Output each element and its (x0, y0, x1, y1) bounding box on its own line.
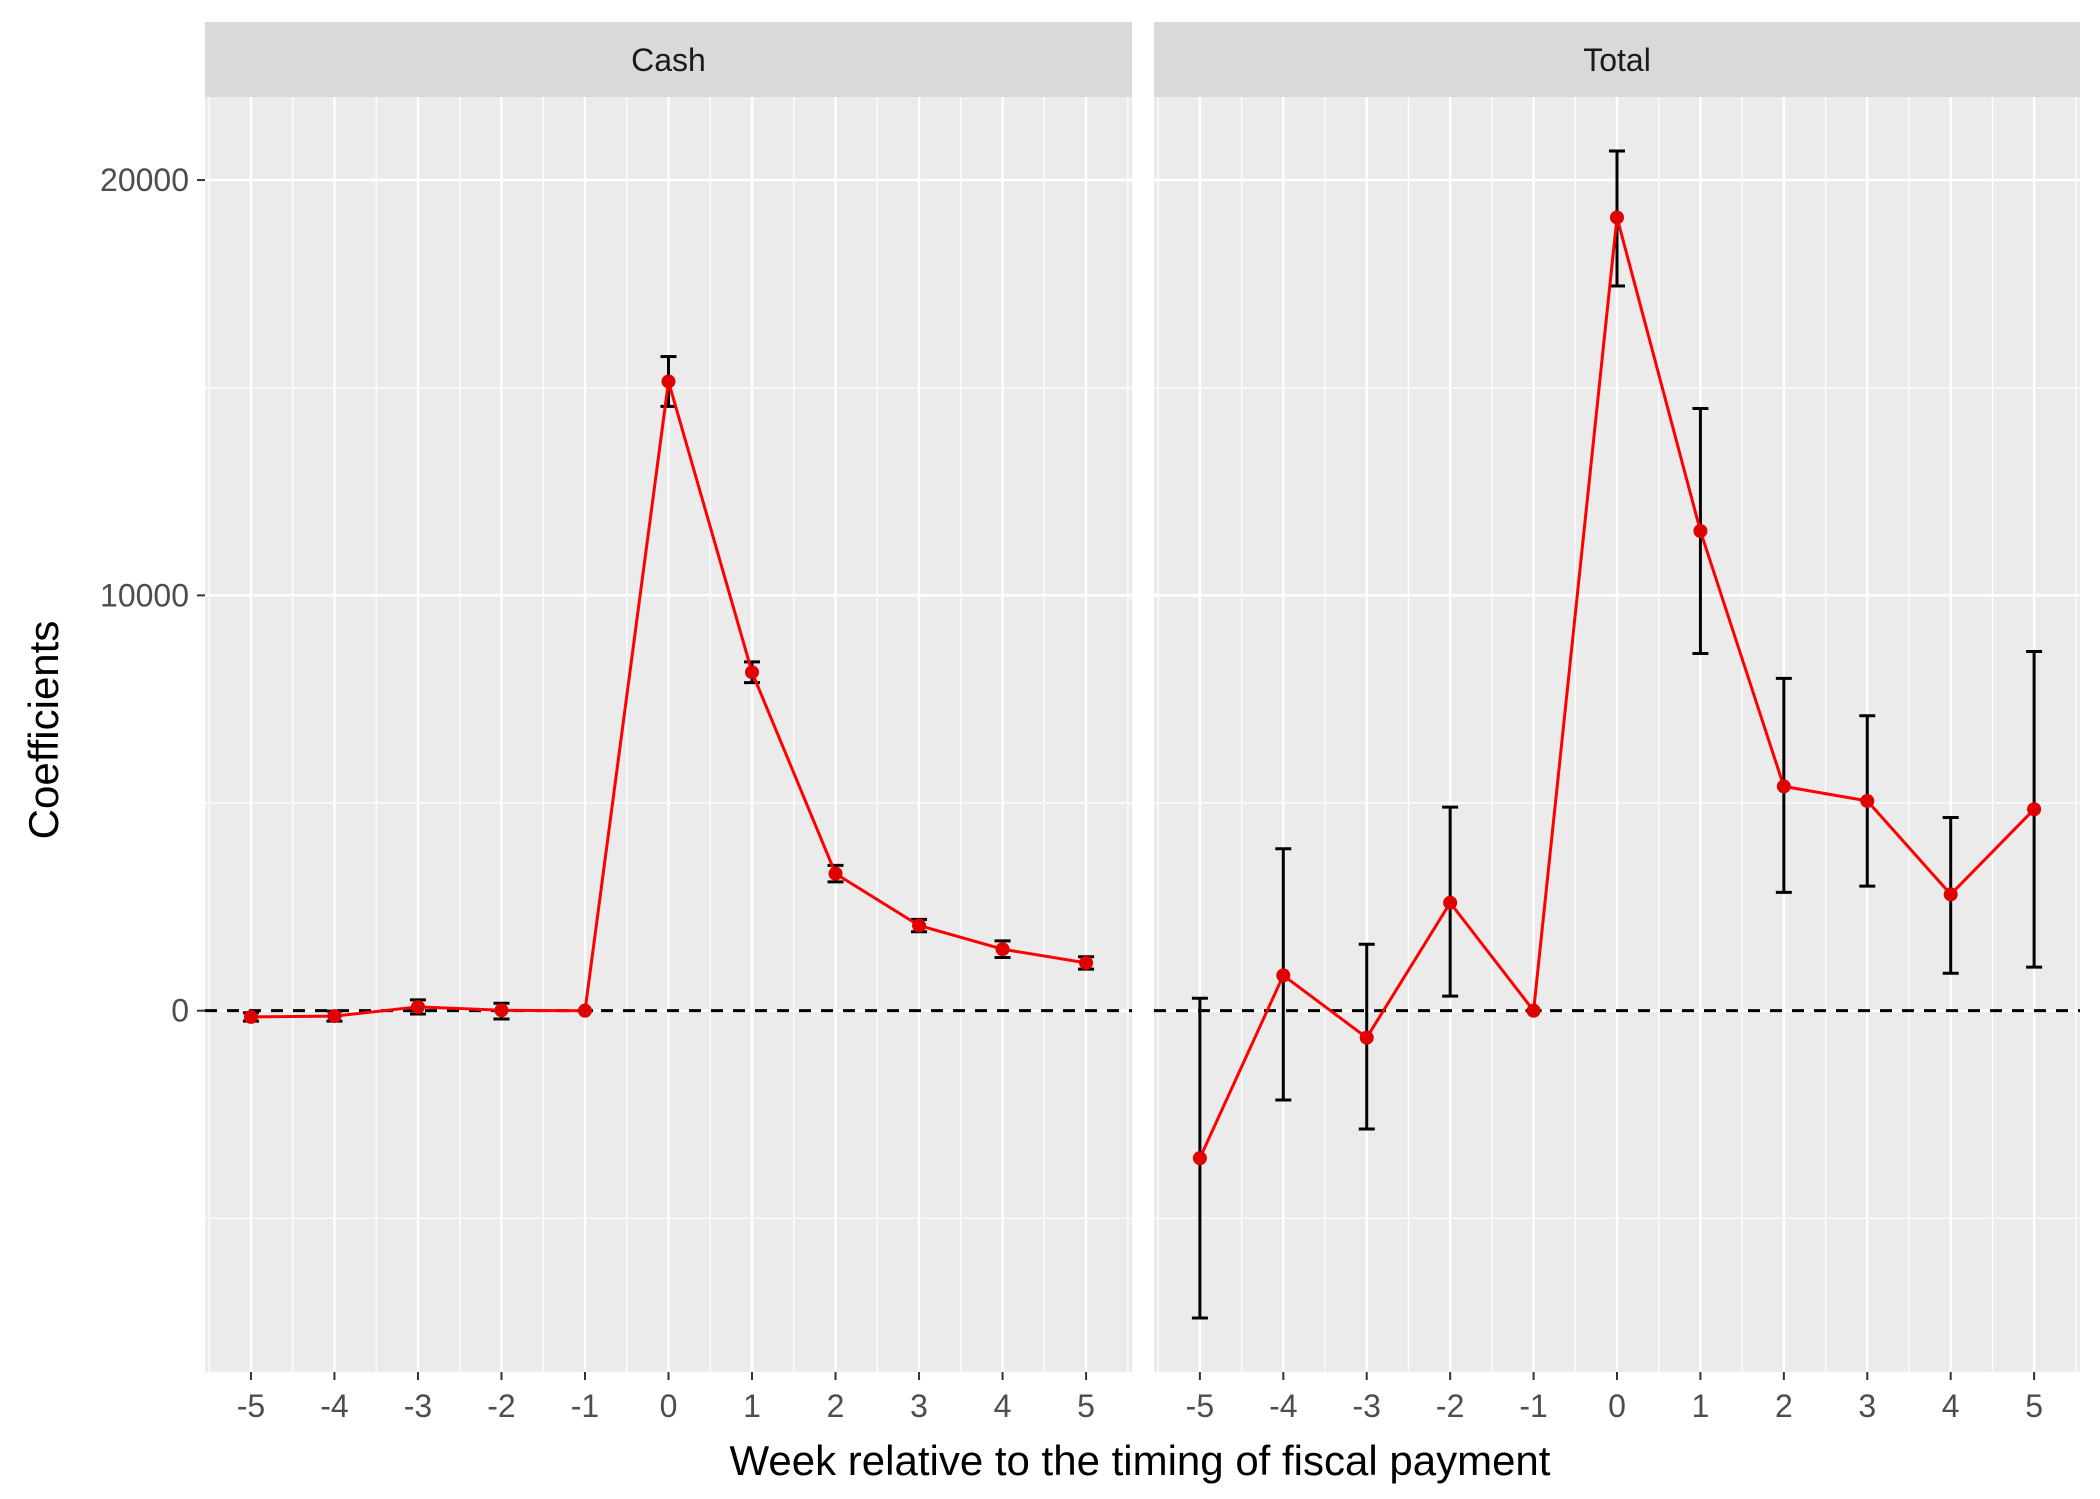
data-point (410, 999, 425, 1014)
data-point (1079, 955, 1094, 970)
x-tick-label: 3 (1858, 1388, 1876, 1424)
x-tick-label: 4 (1942, 1388, 1960, 1424)
data-point (828, 866, 843, 881)
data-point (577, 1003, 592, 1018)
panel-strip (205, 22, 1132, 97)
data-point (1693, 523, 1708, 538)
x-tick-label: -4 (1269, 1388, 1297, 1424)
panel-strip-label: Cash (631, 42, 706, 78)
data-point (995, 942, 1010, 957)
x-tick-label: 3 (910, 1388, 928, 1424)
axes-layer: -5 -4 -3 -2 -1 0 1 2 3 4 5 -5 -4 -3 -2 -1 0 1 2 3 4 5 0 10000 20… (100, 162, 2043, 1424)
x-tick-label: 5 (2025, 1388, 2043, 1424)
x-tick-label: 2 (1775, 1388, 1793, 1424)
x-axis-title: Week relative to the timing of fiscal pa… (730, 1437, 1551, 1484)
data-point (912, 918, 927, 933)
x-tick-label: -2 (487, 1388, 515, 1424)
x-tick-label: 4 (994, 1388, 1012, 1424)
data-point (1776, 779, 1791, 794)
data-point (1860, 793, 1875, 808)
panel-cash: Cash (205, 22, 1132, 1372)
x-tick-label: -1 (1519, 1388, 1547, 1424)
data-point (1276, 968, 1291, 983)
x-tick-label: 1 (1692, 1388, 1710, 1424)
data-point (661, 374, 676, 389)
data-point (494, 1003, 509, 1018)
x-tick-label: 0 (660, 1388, 678, 1424)
x-tick-label: -5 (237, 1388, 265, 1424)
x-tick-label: -3 (1353, 1388, 1381, 1424)
x-tick-label: 2 (827, 1388, 845, 1424)
x-tick-label: -3 (404, 1388, 432, 1424)
x-tick-label: -5 (1186, 1388, 1214, 1424)
data-point (1526, 1003, 1541, 1018)
data-point (1943, 887, 1958, 902)
data-point (2027, 802, 2042, 817)
panel-strip (1154, 22, 2080, 97)
data-point (327, 1009, 342, 1024)
y-tick-label: 20000 (100, 162, 189, 198)
y-tick-label: 10000 (100, 577, 189, 613)
data-point (1610, 210, 1624, 225)
x-tick-label: -4 (320, 1388, 348, 1424)
x-tick-label: 5 (1077, 1388, 1095, 1424)
data-point (243, 1009, 258, 1024)
y-axis-title: Coefficients (20, 621, 67, 840)
data-point (1359, 1030, 1374, 1045)
x-tick-label: 1 (743, 1388, 761, 1424)
panels-layer: Cash Total (205, 22, 2080, 1372)
y-tick-label: 0 (171, 993, 189, 1029)
panel-total: Total (1154, 22, 2080, 1372)
x-tick-label: 0 (1608, 1388, 1626, 1424)
data-point (1443, 895, 1458, 910)
x-tick-label: -1 (571, 1388, 599, 1424)
data-point (745, 665, 760, 680)
data-point (1192, 1151, 1207, 1166)
x-tick-label: -2 (1436, 1388, 1464, 1424)
panel-strip-label: Total (1583, 42, 1651, 78)
